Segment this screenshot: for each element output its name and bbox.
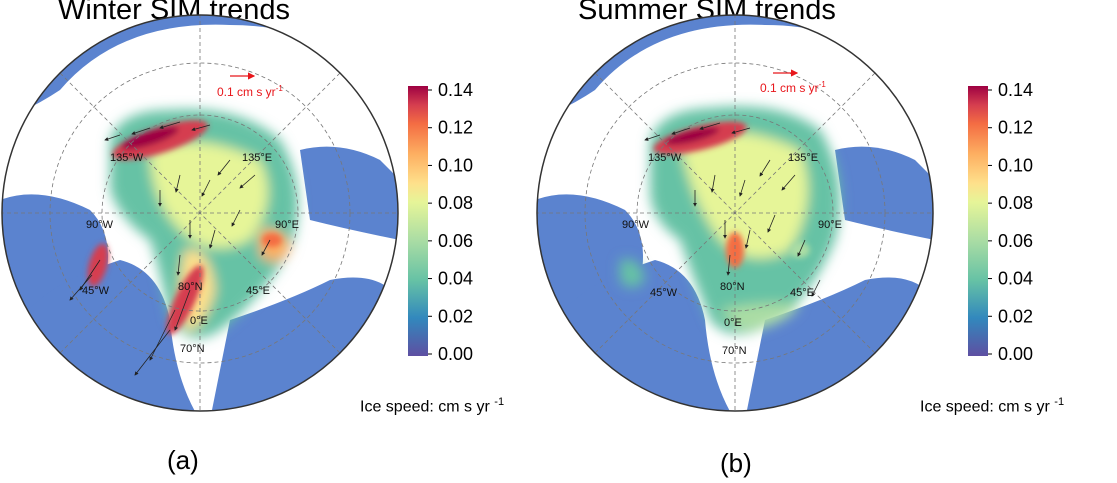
grid-label-80n-b: 80°N [720, 281, 745, 293]
panel-a-grid-labels: 135°W 135°E 90°W 90°E 45°W 45°E 80°N 0°E… [82, 152, 299, 355]
colorbar-a-ticks: 0.14 0.12 0.10 0.08 0.06 0.04 0.02 0.00 [428, 80, 473, 364]
panel-a-label: (a) [167, 445, 199, 475]
colorbar-b-tick-label: 0.08 [998, 193, 1033, 213]
panel-a-hotspots [87, 120, 282, 335]
hotspot-fram-a [166, 265, 204, 335]
grid-label-135w-a: 135°W [110, 152, 144, 164]
colorbar-b-unit-label: Ice speed: cm s yr -1 [920, 396, 1064, 416]
scale-label-a: 0.1 cm s yr-1 [217, 84, 283, 99]
grid-label-45w-b: 45°W [650, 287, 678, 299]
panel-b-label: (b) [720, 448, 752, 478]
colorbar-a-tick-label: 0.00 [438, 344, 473, 364]
panel-b-drift-vectors [644, 122, 821, 297]
panel-b-grid-labels: 135°W 135°E 90°W 90°E 45°W 45°E 80°N 0°E… [622, 152, 842, 357]
colorbar-a-unit-text: Ice speed: cm s yr [360, 398, 490, 416]
grid-label-45e-a: 45°E [246, 285, 270, 297]
colorbar-a-tick-label: 0.02 [438, 306, 473, 326]
panel-a-map: 135°W 135°E 90°W 90°E 45°W 45°E 80°N 0°E… [2, 15, 398, 411]
grid-label-135e-b: 135°E [788, 152, 818, 164]
panel-a-graticule [2, 15, 398, 411]
grid-label-0e-b: 0°E [724, 317, 742, 329]
panel-a-map-border [1, 14, 399, 412]
panel-b-graticule [537, 15, 933, 411]
panel-b-hotspots [653, 121, 810, 268]
colorbar-a-tick-label: 0.14 [438, 80, 473, 100]
grid-label-0e-a: 0°E [190, 315, 208, 327]
panel-a-ice-field [110, 109, 298, 338]
grid-label-90w-b: 90°W [622, 219, 650, 231]
colorbar-a-tick-label: 0.06 [438, 231, 473, 251]
panel-a-drift-vectors [69, 121, 271, 376]
panel-b-ice-field [620, 106, 840, 334]
grid-label-80n-a: 80°N [178, 281, 203, 293]
panel-b-map: 135°W 135°E 90°W 90°E 45°W 45°E 80°N 0°E… [537, 15, 933, 411]
colorbar-b-tick-label: 0.14 [998, 80, 1033, 100]
hotspot-barents-b [790, 242, 810, 258]
grid-label-90e-a: 90°E [275, 219, 299, 231]
colorbar-b-ticks: 0.14 0.12 0.10 0.08 0.06 0.04 0.02 0.00 [988, 80, 1033, 364]
colorbar-a-tick-label: 0.08 [438, 193, 473, 213]
grid-label-135w-b: 135°W [648, 152, 682, 164]
colorbar-b-tick-label: 0.04 [998, 269, 1033, 289]
colorbar-b-tick-label: 0.10 [998, 155, 1033, 175]
colorbar-a-tick-label: 0.10 [438, 155, 473, 175]
colorbar-a [408, 86, 428, 356]
colorbar-a-unit-label: Ice speed: cm s yr -1 [360, 396, 504, 416]
panel-b-map-border [536, 14, 934, 412]
grid-label-45w-a: 45°W [82, 285, 110, 297]
colorbar-b [968, 86, 988, 356]
hotspot-beaufort-core-b [664, 127, 720, 145]
colorbar-b-tick-label: 0.06 [998, 231, 1033, 251]
grid-label-90e-b: 90°E [818, 219, 842, 231]
colorbar-a-unit-exponent: -1 [494, 396, 505, 408]
colorbar-a-tick-label: 0.04 [438, 269, 473, 289]
grid-label-70n-b: 70°N [722, 345, 747, 357]
hotspot-central-b [726, 232, 744, 268]
colorbar-b-tick-label: 0.02 [998, 306, 1033, 326]
colorbar-b-unit-exponent: -1 [1054, 396, 1065, 408]
scale-label-b: 0.1 cm s yr-1 [760, 80, 826, 95]
hotspot-barents-a [262, 233, 282, 247]
grid-label-70n-a: 70°N [180, 343, 205, 355]
colorbar-b-tick-label: 0.12 [998, 118, 1033, 138]
colorbar-b-unit-text: Ice speed: cm s yr [920, 398, 1050, 416]
hotspot-baffin-a [87, 243, 109, 287]
grid-label-90w-a: 90°W [86, 219, 114, 231]
colorbar-b-tick-label: 0.00 [998, 344, 1033, 364]
grid-label-45e-b: 45°E [790, 287, 814, 299]
colorbar-a-tick-label: 0.12 [438, 118, 473, 138]
hotspot-beaufort-core-a [121, 126, 179, 150]
grid-label-135e-a: 135°E [242, 152, 272, 164]
